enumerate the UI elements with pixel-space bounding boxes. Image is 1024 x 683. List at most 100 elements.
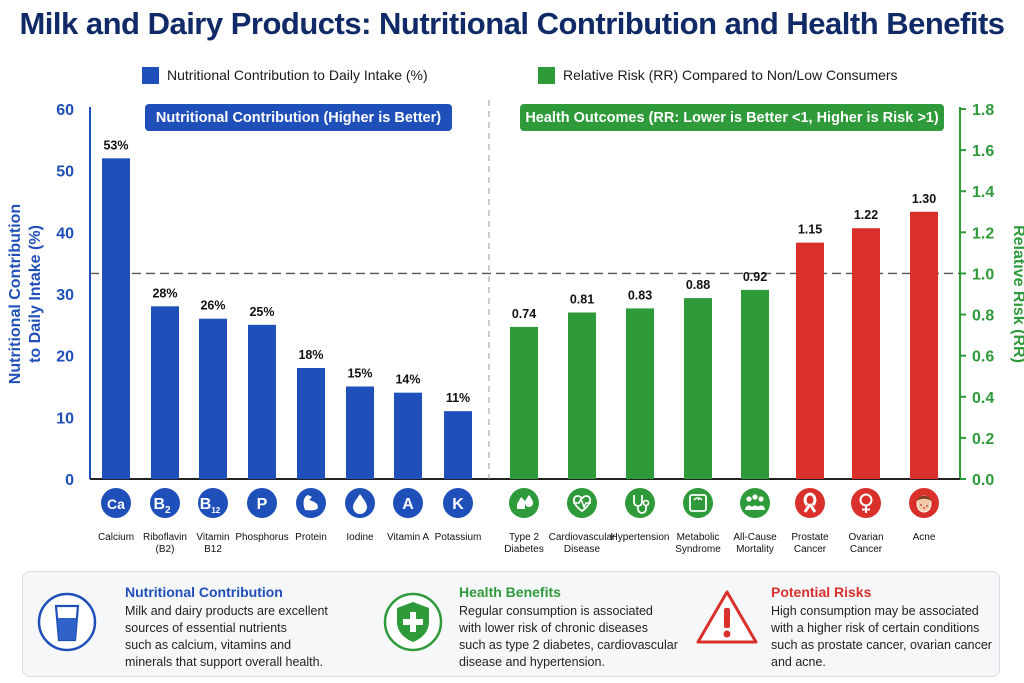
footer-nutrition-line: minerals that support overall health. bbox=[125, 655, 324, 669]
scale-needle bbox=[697, 497, 701, 501]
right-tick-label: 0.8 bbox=[972, 308, 994, 325]
bar-value-label: 0.88 bbox=[686, 278, 710, 292]
footer-panel: Nutritional Contribution Milk and dairy … bbox=[22, 571, 1000, 677]
scale-dial bbox=[693, 497, 703, 501]
tube-shape bbox=[637, 505, 647, 514]
footer-nutrition-line: such as calcium, vitamins and bbox=[125, 638, 292, 652]
category-label-line: Type 2 bbox=[509, 532, 539, 543]
left-axis-title-line: to Daily Intake (%) bbox=[27, 225, 44, 363]
bar-nutrition bbox=[444, 411, 472, 479]
ribbon-loop bbox=[803, 492, 817, 506]
right-tick-label: 0.6 bbox=[972, 349, 994, 366]
footer-card-benefits: Health Benefits Regular consumption is a… bbox=[459, 572, 699, 676]
left-tick-label: 30 bbox=[56, 287, 74, 304]
female-symbol-icon bbox=[859, 493, 873, 513]
acne-spot bbox=[920, 504, 922, 506]
category-label-line: Disease bbox=[564, 544, 601, 555]
bar-value-label: 15% bbox=[347, 367, 372, 381]
footer-nutrition-title: Nutritional Contribution bbox=[125, 584, 283, 600]
drop-shape bbox=[525, 495, 533, 507]
bar-health-outcome bbox=[626, 308, 654, 479]
legend-nutrition: Nutritional Contribution to Daily Intake… bbox=[142, 66, 428, 84]
scale-icon bbox=[689, 494, 707, 512]
category-label-line: B12 bbox=[204, 544, 222, 555]
category-label: Iodine bbox=[346, 532, 374, 543]
right-tick-label: 0.2 bbox=[972, 431, 994, 448]
bar-health-outcome bbox=[510, 326, 538, 479]
legend-swatch-green bbox=[538, 66, 555, 84]
category-label: Hypertension bbox=[611, 532, 670, 543]
acne-spot bbox=[923, 507, 925, 509]
bar-nutrition bbox=[151, 306, 179, 479]
category-label-line: Vitamin bbox=[196, 532, 229, 543]
category-label-line: Iodine bbox=[346, 532, 374, 543]
category-label-line: Prostate bbox=[791, 532, 829, 543]
category-label-line: (B2) bbox=[156, 544, 175, 555]
nutrient-icon-circle bbox=[247, 488, 277, 518]
bar-health-outcome bbox=[568, 312, 596, 479]
heart-pulse-icon bbox=[573, 495, 591, 513]
category-label-line: Calcium bbox=[98, 532, 134, 543]
right-axis-title: Relative Risk (RR) bbox=[1010, 225, 1024, 363]
panel-header-health: Health Outcomes (RR: Lower is Better <1,… bbox=[520, 104, 944, 131]
bar-chart: 0 10 20 30 40 50 60 0.0 0.2 0.4 0.6 0.8 1.0 1.2 1.4 1.6… bbox=[7, 100, 1024, 555]
drop-icon bbox=[353, 494, 367, 514]
nutrient-icon-subscript: 2 bbox=[165, 505, 171, 516]
bar-value-label: 0.74 bbox=[512, 307, 536, 321]
category-label-line: Mortality bbox=[736, 544, 774, 555]
left-tick-label: 40 bbox=[56, 225, 74, 242]
person-body bbox=[745, 505, 753, 510]
legend-risk: Relative Risk (RR) Compared to Non/Low C… bbox=[538, 66, 898, 84]
category-label-line: All-Cause bbox=[733, 532, 777, 543]
left-tick-label: 20 bbox=[56, 349, 74, 366]
bar-health-outcome bbox=[741, 289, 769, 479]
footer-nutrition-text: Milk and dairy products are excellent so… bbox=[125, 603, 328, 671]
category-label-line: Cancer bbox=[794, 544, 827, 555]
face-icon bbox=[916, 495, 932, 513]
panel-header-nutrition: Nutritional Contribution (Higher is Bett… bbox=[145, 104, 452, 131]
outcome-icon-circle bbox=[625, 488, 655, 518]
pulse-line bbox=[573, 497, 591, 509]
category-label: Vitamin B12 bbox=[196, 532, 229, 555]
left-tick-label: 0 bbox=[65, 472, 74, 489]
footer-risks-text: High consumption may be associated with … bbox=[771, 603, 992, 671]
footer-card-risks: Potential Risks High consumption may be … bbox=[771, 572, 993, 676]
bar-nutrition bbox=[346, 386, 374, 479]
left-axis-title-line: Nutritional Contribution bbox=[7, 204, 24, 384]
warning-triangle-icon bbox=[696, 590, 758, 644]
category-label-line: Ovarian bbox=[848, 532, 883, 543]
nutrient-icon-circle bbox=[150, 488, 180, 518]
bar-nutrition bbox=[102, 158, 130, 480]
category-label: Calcium bbox=[98, 532, 134, 543]
legend-risk-label: Relative Risk (RR) Compared to Non/Low C… bbox=[563, 67, 898, 83]
category-label: Ovarian Cancer bbox=[848, 532, 883, 555]
stethoscope-icon bbox=[633, 495, 650, 514]
bar-health-outcome bbox=[684, 298, 712, 479]
person-head bbox=[746, 496, 752, 502]
footer-risks-line: with a higher risk of certain conditions bbox=[771, 621, 980, 635]
bar-health-outcome bbox=[852, 228, 880, 479]
bar-value-label: 1.15 bbox=[798, 223, 822, 237]
category-label-line: Protein bbox=[295, 532, 327, 543]
category-label: Vitamin A bbox=[387, 532, 429, 543]
footer-nutrition-line: sources of essential nutrients bbox=[125, 621, 287, 635]
footer-benefits-line: such as type 2 diabetes, cardiovascular bbox=[459, 638, 678, 652]
bar-nutrition bbox=[199, 318, 227, 479]
left-axis-title: Nutritional Contribution to Daily Intake … bbox=[7, 204, 44, 384]
category-label-line: Riboflavin bbox=[143, 532, 187, 543]
chest-piece bbox=[642, 499, 650, 507]
category-label-line: Phosphorus bbox=[235, 532, 288, 543]
category-label: Potassium bbox=[435, 532, 482, 543]
footer-benefits-line: Regular consumption is associated bbox=[459, 604, 653, 618]
footer-risks-line: such as prostate cancer, ovarian cancer bbox=[771, 638, 992, 652]
bar-nutrition bbox=[248, 324, 276, 479]
hair-shape bbox=[917, 495, 931, 501]
bar-value-label: 18% bbox=[298, 348, 323, 362]
right-tick-label: 1.0 bbox=[972, 266, 994, 283]
heart-shape bbox=[573, 495, 591, 513]
bar-value-label: 25% bbox=[249, 305, 274, 319]
footer-card-nutrition: Nutritional Contribution Milk and dairy … bbox=[125, 572, 345, 676]
category-label: Protein bbox=[295, 532, 327, 543]
ribbon-tails bbox=[803, 503, 817, 513]
legend-swatch-blue bbox=[142, 66, 159, 84]
